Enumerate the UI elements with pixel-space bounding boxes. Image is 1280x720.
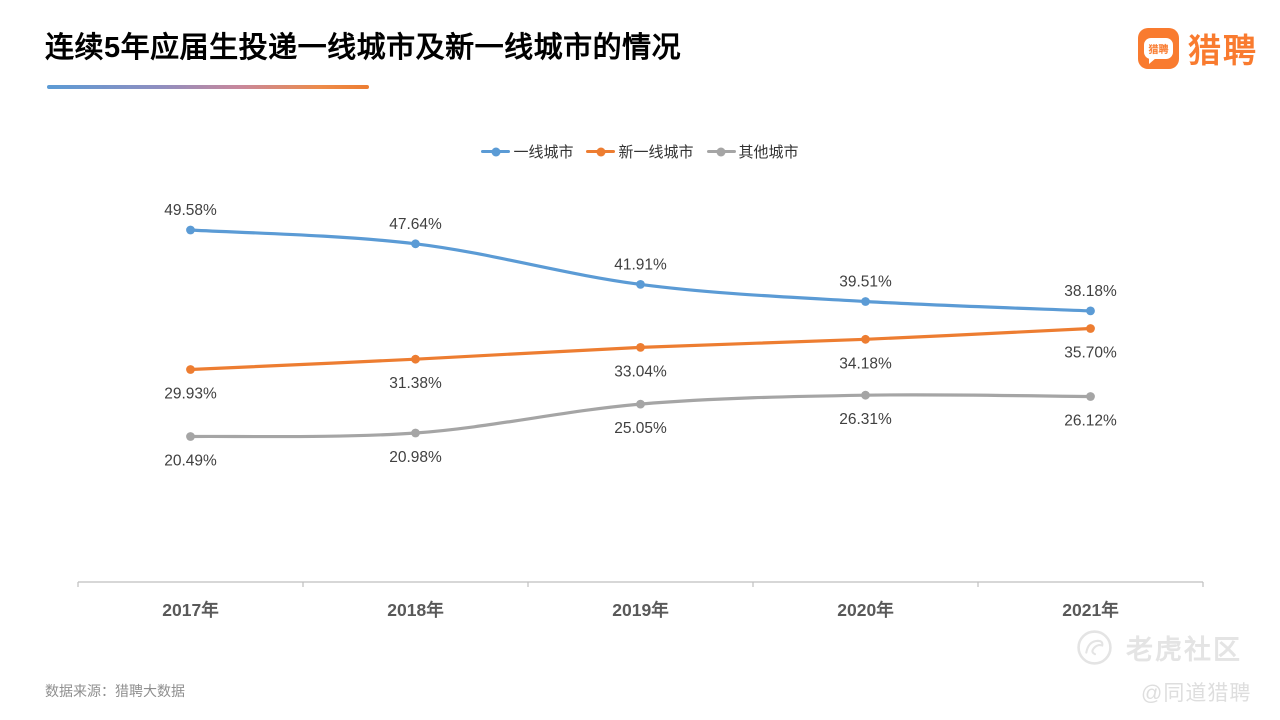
svg-text:2019年: 2019年	[612, 600, 669, 620]
legend-line-marker-icon	[586, 147, 616, 156]
speech-bubble-icon: 猎聘	[1144, 37, 1173, 64]
chart-legend: 一线城市 新一线城市 其他城市	[0, 141, 1280, 162]
svg-text:49.58%: 49.58%	[164, 202, 217, 219]
watermark-community-text: 老虎社区	[1126, 635, 1242, 665]
svg-text:35.70%: 35.70%	[1064, 345, 1117, 362]
logo-brand-text: 猎聘	[1188, 32, 1258, 69]
svg-text:2017年: 2017年	[162, 600, 219, 620]
legend-item-new-first-tier: 新一线城市	[586, 141, 694, 162]
svg-text:20.98%: 20.98%	[389, 449, 442, 466]
legend-dot-icon	[491, 147, 501, 156]
watermark-handle-text: @同道猎聘	[1141, 682, 1252, 705]
liepin-logo-icon: 猎聘	[1138, 27, 1179, 69]
liepin-logo: 猎聘 猎聘	[1138, 24, 1258, 72]
svg-text:20.49%: 20.49%	[164, 453, 217, 470]
legend-line-marker-icon	[706, 147, 736, 156]
legend-item-first-tier: 一线城市	[481, 141, 573, 162]
svg-text:33.04%: 33.04%	[614, 363, 667, 380]
svg-text:2021年: 2021年	[1062, 600, 1119, 620]
svg-text:47.64%: 47.64%	[389, 216, 442, 233]
svg-text:41.91%: 41.91%	[614, 256, 667, 273]
svg-text:26.12%: 26.12%	[1064, 413, 1117, 430]
legend-item-other-cities: 其他城市	[706, 141, 799, 162]
tiger-icon	[1077, 630, 1112, 665]
svg-text:26.31%: 26.31%	[839, 411, 892, 428]
tiger-community-watermark: 老虎社区	[1076, 628, 1242, 667]
page-title: 连续5年应届生投递一线城市及新一线城市的情况	[45, 32, 682, 64]
legend-dot-icon	[596, 147, 606, 156]
svg-text:2020年: 2020年	[837, 600, 894, 620]
legend-line-marker-icon	[481, 147, 511, 156]
data-source-note: 数据来源：猎聘大数据	[45, 683, 185, 699]
svg-text:34.18%: 34.18%	[839, 355, 892, 372]
svg-text:38.18%: 38.18%	[1064, 283, 1117, 300]
svg-text:31.38%: 31.38%	[389, 375, 442, 392]
legend-dot-icon	[716, 147, 726, 156]
legend-label: 新一线城市	[618, 144, 694, 161]
legend-label: 其他城市	[738, 144, 799, 161]
svg-text:29.93%: 29.93%	[164, 386, 217, 403]
svg-text:25.05%: 25.05%	[614, 420, 667, 437]
logo-badge-text: 猎聘	[1148, 44, 1169, 56]
legend-label: 一线城市	[513, 144, 574, 161]
svg-text:2018年: 2018年	[387, 600, 444, 620]
title-underline-decoration	[47, 85, 369, 89]
svg-text:39.51%: 39.51%	[839, 274, 892, 291]
